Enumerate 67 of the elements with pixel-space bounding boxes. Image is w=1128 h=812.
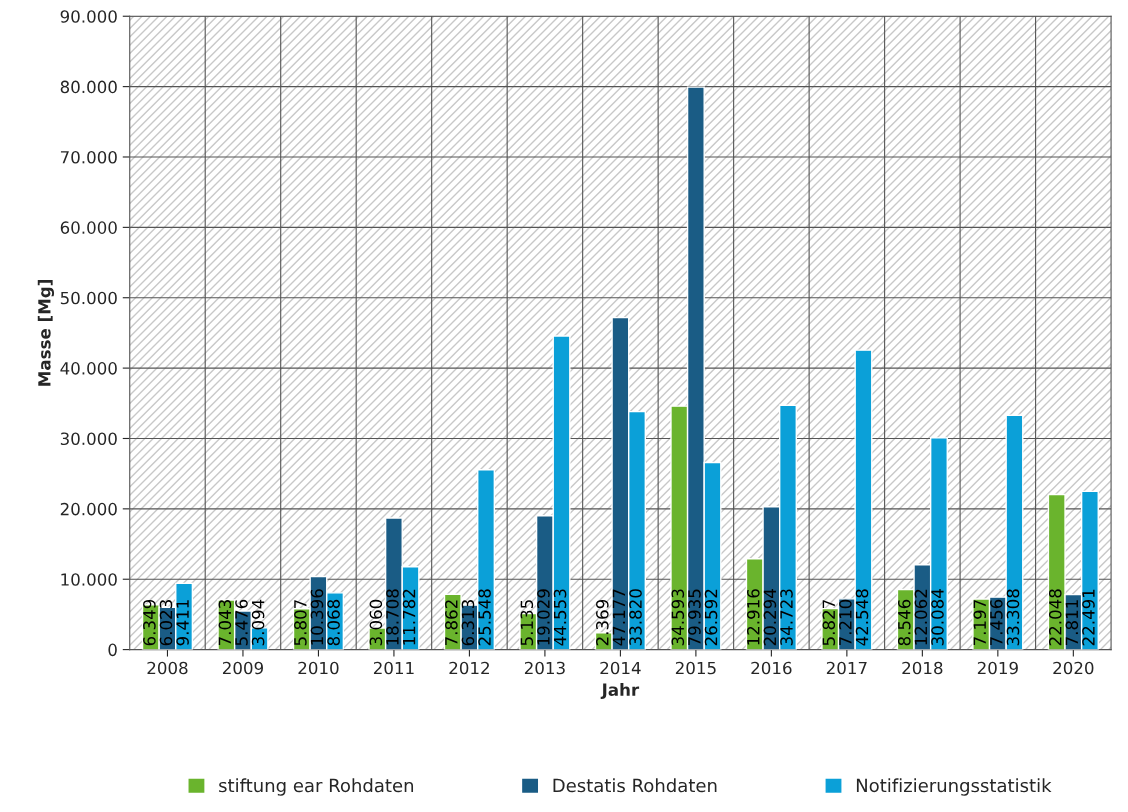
data-label: 30.084 [931,589,944,646]
data-label: 7.862 [445,600,458,646]
data-label: 34.723 [780,589,793,646]
data-label: 47.177 [612,589,625,646]
data-label: 19.029 [537,589,550,645]
x-tick-label: 2008 [147,661,188,675]
data-label: 20.294 [763,589,777,646]
data-label: 12.062 [914,589,928,645]
data-label: 26.592 [704,589,718,646]
y-tick-label: 70.000 [60,150,117,164]
data-label: 33.308 [1006,589,1020,646]
y-tick-label: 20.000 [60,502,117,516]
data-label: 33.820 [629,589,642,646]
data-label: 7.456 [990,599,1003,646]
x-tick-label: 2014 [600,661,641,675]
data-label: 6.313 [461,600,475,646]
y-tick-label: 30.000 [60,432,117,446]
x-tick-label: 2012 [449,661,489,675]
data-label: 22.491 [1082,589,1095,646]
data-label: 7.197 [973,600,987,646]
x-tick-label: 2009 [222,661,263,675]
x-tick-label: 2016 [751,661,792,675]
data-label: 79.935 [688,589,701,646]
x-tick-label: 2011 [373,661,414,675]
x-tick-label: 2017 [826,661,867,675]
data-label: 7.043 [218,600,232,646]
x-tick-label: 2019 [977,661,1018,675]
data-label: 5.135 [520,600,534,646]
data-label: 3.094 [251,599,265,646]
data-label: 5.827 [822,600,836,646]
x-tick-label: 2020 [1053,661,1094,675]
y-tick-label: 90.000 [60,10,117,23]
x-tick-label: 2013 [524,661,565,675]
x-tick-label: 2010 [298,661,339,675]
data-label: 2.369 [596,599,609,646]
data-label: 5.476 [235,599,248,646]
x-axis-title: Jahr [600,683,640,700]
data-label: 44.553 [553,589,567,646]
data-label: 9.411 [176,600,189,646]
data-label: 11.782 [402,589,416,645]
x-tick-label: 2015 [675,661,716,675]
data-label: 7.811 [1065,600,1079,646]
data-label: 25.548 [478,589,491,646]
y-axis-title: Masse [Mg] [37,280,55,386]
y-tick-label: 50.000 [60,291,117,305]
x-tick-label: 2018 [902,661,943,675]
data-label: 3.060 [369,599,383,646]
data-label: 34.593 [671,589,685,646]
data-label: 10.396 [310,589,324,645]
data-label: 42.548 [855,589,869,646]
y-tick-label: 80.000 [60,80,117,94]
legend-label: Notifizierungsstatistik [856,778,1052,796]
data-label: 8.068 [327,599,340,646]
data-label: 5.807 [294,600,307,646]
legend-label: Destatis Rohdaten [553,778,717,793]
data-label: 18.708 [386,589,399,645]
data-label: 22.048 [1048,589,1062,646]
data-label: 6.349 [143,599,156,646]
data-label: 12.916 [747,589,760,645]
data-label: 8.546 [897,599,911,646]
y-tick-label: 40.000 [60,362,117,375]
legend-label: stiftung ear Rohdaten [219,778,414,796]
data-label: 6.023 [159,600,173,646]
data-label: 7.210 [839,599,852,646]
y-tick-label: 60.000 [60,221,117,234]
y-tick-label: 10.000 [61,573,117,586]
y-tick-label: 0 [108,643,117,657]
